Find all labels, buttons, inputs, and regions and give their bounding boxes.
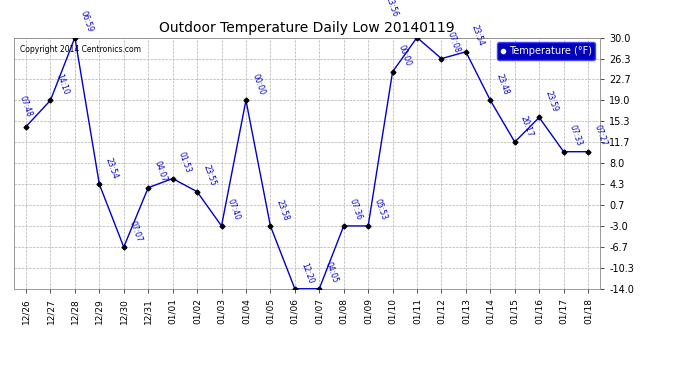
Text: 07:07: 07:07: [128, 219, 144, 243]
Text: 04:05: 04:05: [324, 261, 339, 285]
Text: 14:10: 14:10: [55, 73, 70, 96]
Text: 07:48: 07:48: [18, 94, 34, 118]
Text: 04:07: 04:07: [152, 160, 168, 183]
Text: 00:00: 00:00: [397, 44, 413, 68]
Text: 07:40: 07:40: [226, 198, 241, 222]
Text: 01:53: 01:53: [177, 151, 193, 174]
Text: 00:00: 00:00: [250, 72, 266, 96]
Text: 23:54: 23:54: [470, 24, 486, 48]
Text: 23:56: 23:56: [384, 0, 400, 18]
Legend: Temperature (°F): Temperature (°F): [497, 42, 595, 60]
Text: 06:59: 06:59: [79, 10, 95, 33]
Text: 07:08: 07:08: [446, 31, 462, 54]
Text: 05:53: 05:53: [373, 198, 388, 222]
Title: Outdoor Temperature Daily Low 20140119: Outdoor Temperature Daily Low 20140119: [159, 21, 455, 35]
Text: Copyright 2014 Centronics.com: Copyright 2014 Centronics.com: [19, 45, 141, 54]
Text: 20:17: 20:17: [519, 114, 535, 138]
Text: 23:58: 23:58: [275, 198, 290, 222]
Text: 07:36: 07:36: [348, 198, 364, 222]
Text: 07:27: 07:27: [592, 124, 608, 147]
Text: 07:33: 07:33: [568, 124, 584, 147]
Text: 23:48: 23:48: [495, 73, 511, 96]
Text: 23:59: 23:59: [543, 90, 560, 113]
Text: 12:20: 12:20: [299, 261, 315, 285]
Text: 23:55: 23:55: [201, 164, 217, 188]
Text: 23:54: 23:54: [104, 156, 119, 180]
